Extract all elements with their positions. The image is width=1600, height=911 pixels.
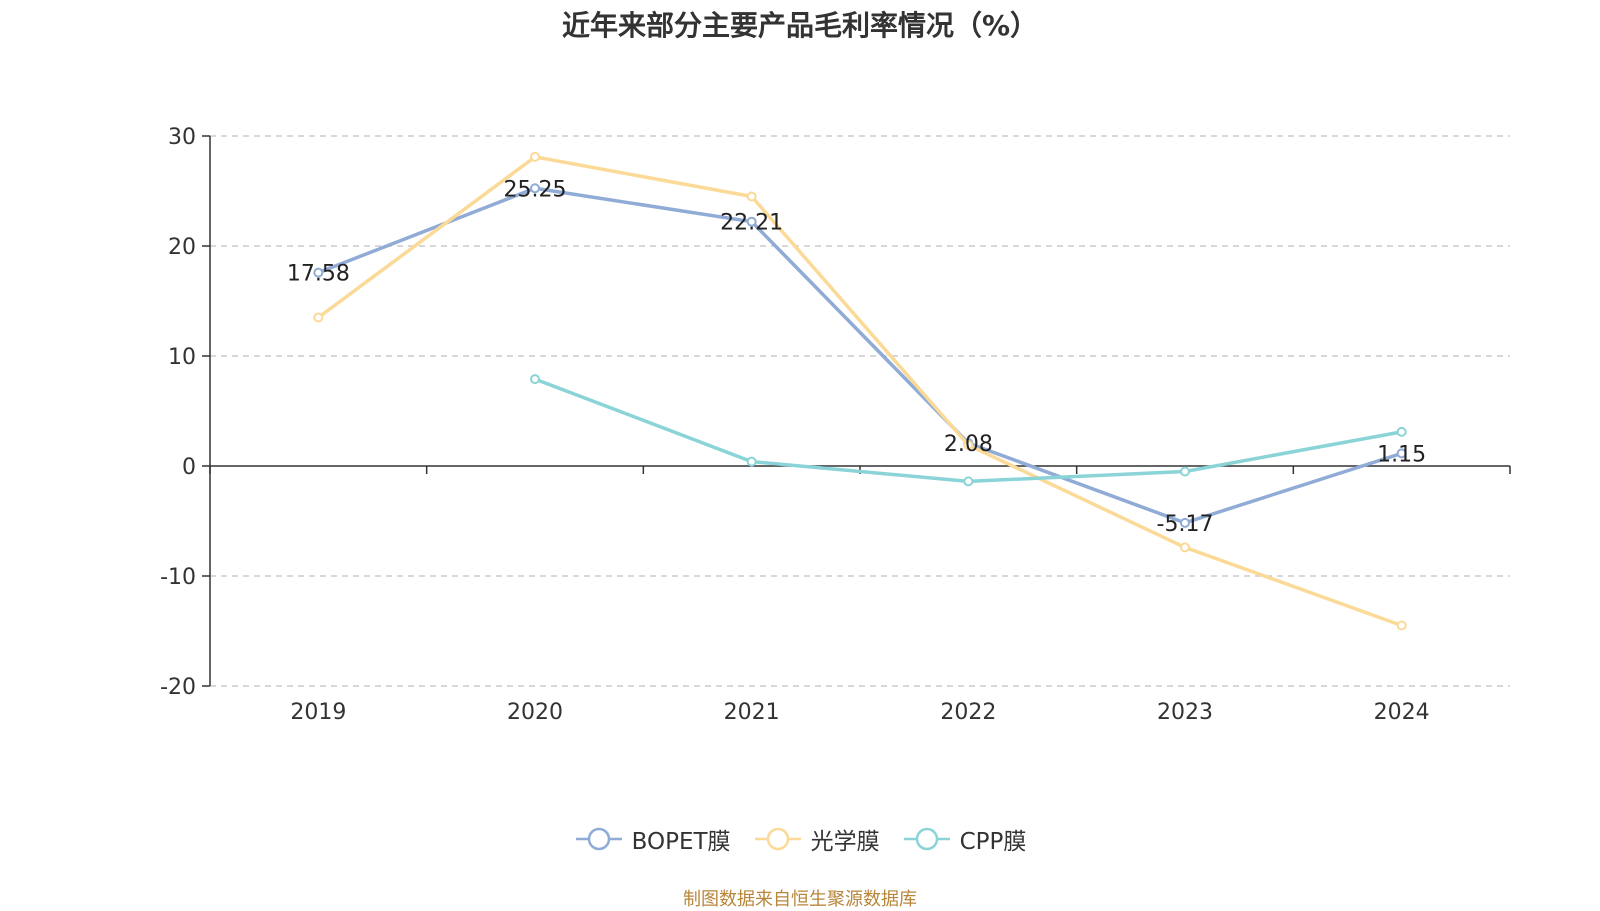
legend-marker-icon xyxy=(754,827,801,851)
y-tick-label: 10 xyxy=(168,345,196,370)
data-labels: 17.58 25.25 22.21 2.08 -5.17 1.15 xyxy=(287,177,1426,537)
data-point xyxy=(530,374,540,385)
x-tick-label: 2022 xyxy=(940,700,996,725)
legend-item[interactable]: CPP膜 xyxy=(902,822,1027,856)
x-tick-label: 2024 xyxy=(1374,700,1430,725)
legend-label: CPP膜 xyxy=(959,829,1027,855)
data-point xyxy=(746,456,757,467)
series-2 xyxy=(530,374,1407,487)
legend-item[interactable]: BOPET膜 xyxy=(574,822,731,856)
data-point xyxy=(1396,426,1407,437)
legend-label: BOPET膜 xyxy=(631,829,731,855)
axes: 30 20 10 0 -10 -20 2019 2020 2021 2022 2023 2024 xyxy=(160,125,1511,725)
data-point xyxy=(313,312,324,323)
y-tick-label: 30 xyxy=(168,125,196,150)
y-tick-label: 20 xyxy=(168,235,196,260)
data-label: 25.25 xyxy=(504,177,567,202)
series-line xyxy=(316,186,1404,525)
data-point xyxy=(1396,620,1407,631)
legend-label: 光学膜 xyxy=(810,829,880,855)
data-point xyxy=(1180,466,1190,477)
data-point xyxy=(1180,542,1190,553)
series-lines xyxy=(313,151,1407,631)
legend-item[interactable]: 光学膜 xyxy=(753,822,880,856)
x-tick-label: 2019 xyxy=(290,700,346,725)
legend-marker-icon xyxy=(575,827,622,851)
series-line xyxy=(316,155,1404,628)
grid-lines xyxy=(210,135,1510,687)
x-tick-label: 2023 xyxy=(1157,700,1213,725)
chart-title: 近年来部分主要产品毛利率情况（%） xyxy=(561,9,1039,42)
data-point xyxy=(963,440,974,451)
data-label: 17.58 xyxy=(287,262,350,287)
series-0 xyxy=(313,183,1407,528)
data-point xyxy=(313,267,324,278)
y-tick-label: 0 xyxy=(182,455,196,480)
legend-marker-icon xyxy=(903,827,950,851)
y-tick-label: -20 xyxy=(160,675,196,700)
series-1 xyxy=(313,151,1407,631)
source-note: 制图数据来自恒生聚源数据库 xyxy=(683,889,917,910)
y-tick-label: -10 xyxy=(160,565,196,590)
data-point xyxy=(530,151,540,162)
legend: BOPET膜 光学膜 CPP膜 xyxy=(0,822,1600,856)
data-point xyxy=(1180,517,1190,528)
data-label: -5.17 xyxy=(1157,512,1214,537)
data-point xyxy=(746,216,757,227)
data-point xyxy=(746,191,757,202)
data-point xyxy=(1396,448,1407,459)
data-point xyxy=(530,183,540,194)
data-label: 2.08 xyxy=(944,432,993,457)
x-tick-label: 2021 xyxy=(724,700,780,725)
data-label: 1.15 xyxy=(1377,442,1426,467)
x-tick-label: 2020 xyxy=(507,700,563,725)
data-label: 22.21 xyxy=(720,211,783,236)
data-point xyxy=(963,476,974,487)
